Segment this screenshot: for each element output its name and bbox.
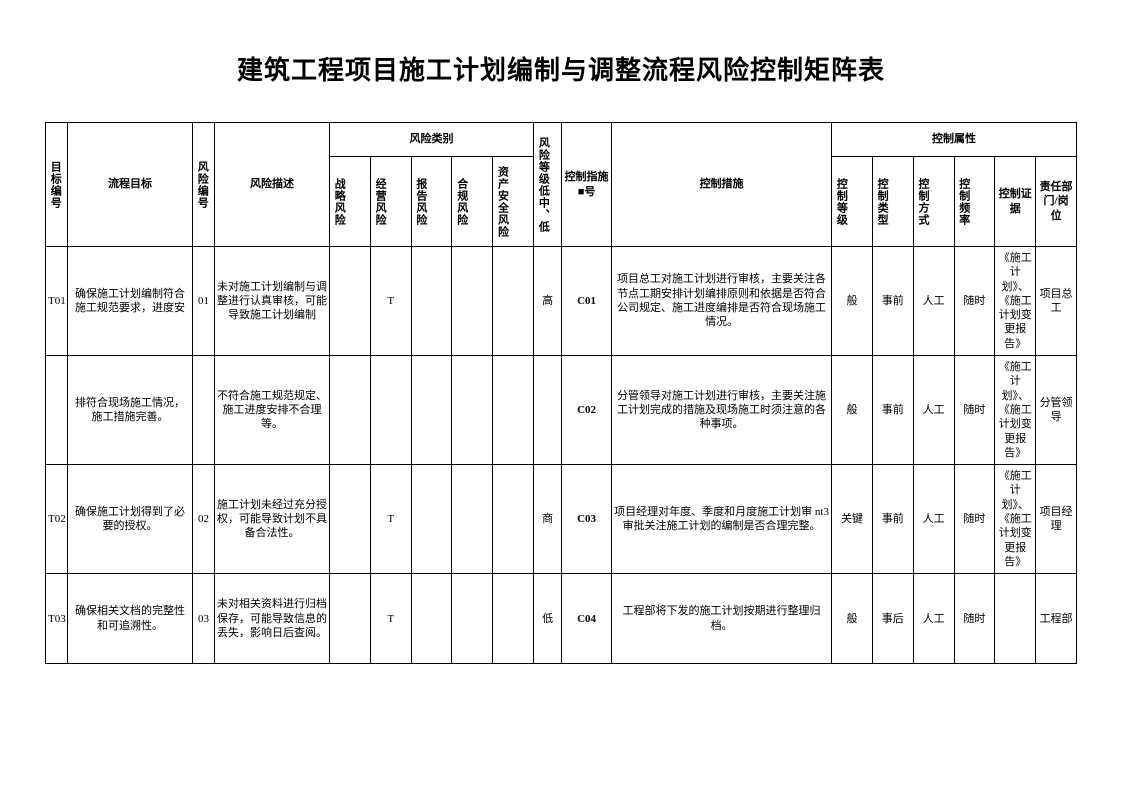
cell-ctrl-basis <box>995 574 1036 664</box>
table-row: T01确保施工计划编制符合施工规范要求，进度安01未对施工计划编制与调整进行认真… <box>46 247 1077 356</box>
cell-dept: 项目总工 <box>1036 247 1077 356</box>
cell-ctrl-basis: 《施工计划》、《施工计划变更报告》 <box>995 356 1036 465</box>
cell-ctrl-measure: 项目经理对年度、季度和月度施工计划审 nt3 审批关注施工计划的编制是否合理完整… <box>612 465 832 574</box>
cell-ctrl-mode: 人工 <box>913 247 954 356</box>
cell-risk-level <box>534 356 562 465</box>
cell-cat-strategy <box>330 247 371 356</box>
th-ctrl-mode: 控制方式 <box>916 178 930 226</box>
cell-ctrl-mode: 人工 <box>913 356 954 465</box>
th-risk-cat-group: 风险类别 <box>330 123 534 157</box>
cell-cat-asset <box>493 247 534 356</box>
cell-dept: 分管领导 <box>1036 356 1077 465</box>
cell-ctrl-freq: 随时 <box>954 247 995 356</box>
th-cat-report: 报告风险 <box>414 178 428 226</box>
cell-goal-id: T03 <box>46 574 68 664</box>
page-title: 建筑工程项目施工计划编制与调整流程风险控制矩阵表 <box>45 50 1077 87</box>
cell-ctrl-measure: 分管领导对施工计划进行审核，主要关注施工计划完成的措施及现场施工时须注意的各种事… <box>612 356 832 465</box>
th-ctrl-no: 控制指施■号 <box>562 123 612 247</box>
cell-cat-asset <box>493 574 534 664</box>
cell-cat-comply <box>452 465 493 574</box>
cell-cat-comply <box>452 247 493 356</box>
th-cat-asset: 资产安全风险 <box>495 166 509 238</box>
cell-cat-asset <box>493 356 534 465</box>
cell-goal-id <box>46 356 68 465</box>
th-risk-desc: 风险描述 <box>215 123 330 247</box>
cell-cat-report <box>411 356 452 465</box>
cell-risk-id: 02 <box>193 465 215 574</box>
th-ctrl-freq: 控制频率 <box>957 178 971 226</box>
cell-cat-operate: T <box>370 465 411 574</box>
cell-cat-comply <box>452 574 493 664</box>
cell-ctrl-basis: 《施工计划》、《施工计划变更报告》 <box>995 465 1036 574</box>
cell-cat-operate <box>370 356 411 465</box>
cell-goal: 排符合现场施工情况，施工措施完善。 <box>68 356 193 465</box>
cell-ctrl-type: 事后 <box>872 574 913 664</box>
cell-ctrl-mode: 人工 <box>913 574 954 664</box>
cell-dept: 工程部 <box>1036 574 1077 664</box>
cell-cat-operate: T <box>370 574 411 664</box>
cell-ctrl-freq: 随时 <box>954 574 995 664</box>
th-goal: 流程目标 <box>68 123 193 247</box>
cell-ctrl-freq: 随时 <box>954 356 995 465</box>
th-cat-strategy: 战略风险 <box>332 178 346 226</box>
cell-ctrl-measure: 工程部将下发的施工计划按期进行整理归档。 <box>612 574 832 664</box>
cell-cat-report <box>411 465 452 574</box>
table-row: T03确保相关文档的完整性和可追溯性。03未对相关资料进行归档保存，可能导致信息… <box>46 574 1077 664</box>
cell-ctrl-level: 般 <box>832 356 873 465</box>
th-ctrl-basis: 控制证据 <box>995 157 1036 247</box>
cell-cat-report <box>411 574 452 664</box>
cell-risk-level: 低 <box>534 574 562 664</box>
cell-ctrl-type: 事前 <box>872 247 913 356</box>
cell-cat-comply <box>452 356 493 465</box>
cell-goal-id: T01 <box>46 247 68 356</box>
cell-ctrl-type: 事前 <box>872 356 913 465</box>
cell-ctrl-no: C02 <box>562 356 612 465</box>
cell-goal: 确保施工计划得到了必要的授权。 <box>68 465 193 574</box>
th-ctrl-type: 控制类型 <box>875 178 889 226</box>
cell-ctrl-basis: 《施工计划》、《施工计划变更报告》 <box>995 247 1036 356</box>
cell-cat-report <box>411 247 452 356</box>
cell-ctrl-measure: 项目总工对施工计划进行审核，主要关注各节点工期安排计划编排原则和依据是否符合公司… <box>612 247 832 356</box>
th-risk-id: 风险编号 <box>195 161 209 209</box>
cell-risk-desc: 未对相关资料进行归档保存，可能导致信息的丢失，影响日后查阅。 <box>215 574 330 664</box>
cell-cat-strategy <box>330 574 371 664</box>
cell-risk-desc: 不符合施工规范规定、施工进度安排不合理等。 <box>215 356 330 465</box>
cell-ctrl-no: C04 <box>562 574 612 664</box>
cell-goal: 确保相关文档的完整性和可追溯性。 <box>68 574 193 664</box>
cell-risk-desc: 未对施工计划编制与调整进行认真审核，可能导致施工计划编制 <box>215 247 330 356</box>
th-ctrl-level: 控制等级 <box>834 178 848 226</box>
cell-risk-level: 高 <box>534 247 562 356</box>
risk-matrix-table: 目标编号 流程目标 风险编号 风险描述 风险类别 风险等级低中、低 控制指施■号… <box>45 122 1077 664</box>
th-dept: 责任部门/岗位 <box>1036 157 1077 247</box>
cell-risk-level: 商 <box>534 465 562 574</box>
th-risk-level: 风险等级低中、低 <box>536 137 550 233</box>
cell-risk-id: 03 <box>193 574 215 664</box>
cell-ctrl-freq: 随时 <box>954 465 995 574</box>
cell-dept: 项目经理 <box>1036 465 1077 574</box>
table-row: 排符合现场施工情况，施工措施完善。不符合施工规范规定、施工进度安排不合理等。 C0… <box>46 356 1077 465</box>
cell-goal-id: T02 <box>46 465 68 574</box>
cell-cat-strategy <box>330 356 371 465</box>
cell-ctrl-level: 般 <box>832 574 873 664</box>
th-ctrl-measure: 控制措施 <box>612 123 832 247</box>
cell-cat-operate: T <box>370 247 411 356</box>
th-cat-operate: 经营风险 <box>373 178 387 226</box>
cell-ctrl-type: 事前 <box>872 465 913 574</box>
th-goal-id: 目标编号 <box>48 161 62 209</box>
table-row: T02确保施工计划得到了必要的授权。02施工计划未经过充分授权，可能导致计划不具… <box>46 465 1077 574</box>
cell-goal: 确保施工计划编制符合施工规范要求，进度安 <box>68 247 193 356</box>
th-ctrl-attr-group: 控制属性 <box>832 123 1077 157</box>
cell-ctrl-no: C03 <box>562 465 612 574</box>
cell-ctrl-level: 般 <box>832 247 873 356</box>
cell-ctrl-mode: 人工 <box>913 465 954 574</box>
th-cat-comply: 合规风险 <box>454 178 468 226</box>
cell-cat-strategy <box>330 465 371 574</box>
cell-ctrl-no: C01 <box>562 247 612 356</box>
cell-cat-asset <box>493 465 534 574</box>
cell-risk-id: 01 <box>193 247 215 356</box>
cell-ctrl-level: 关键 <box>832 465 873 574</box>
cell-risk-desc: 施工计划未经过充分授权，可能导致计划不具备合法性。 <box>215 465 330 574</box>
cell-risk-id <box>193 356 215 465</box>
